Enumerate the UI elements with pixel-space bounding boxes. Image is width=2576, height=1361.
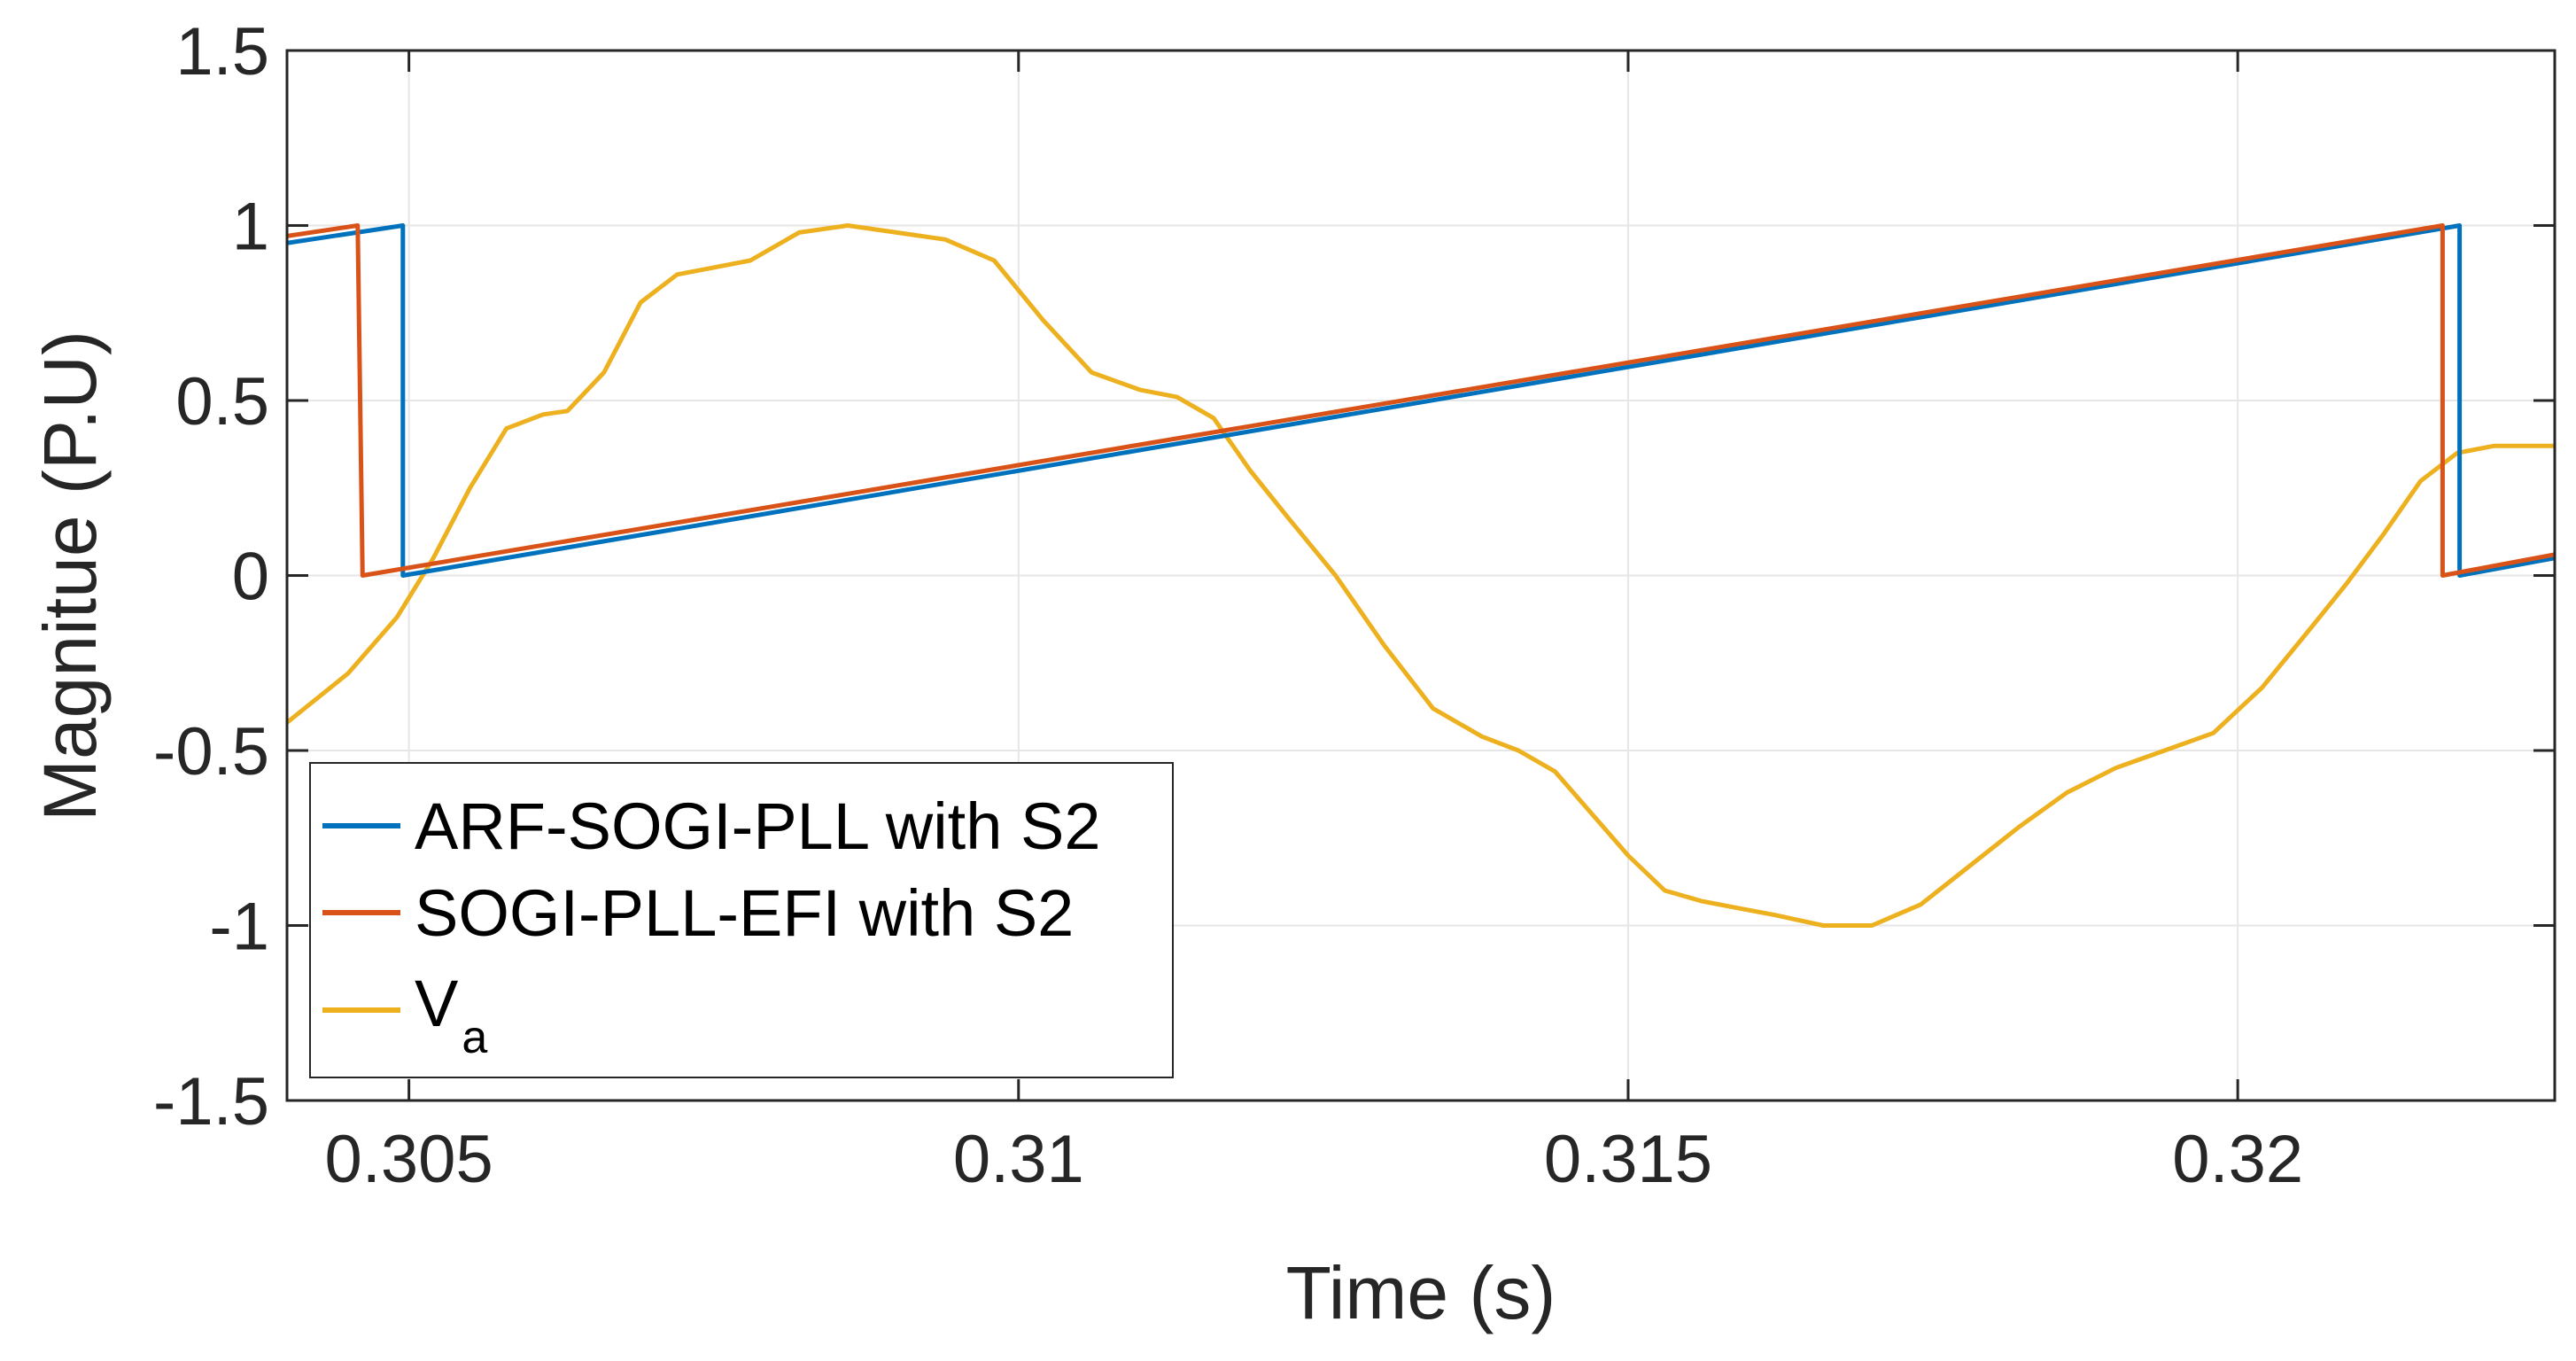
series-line-sogi-pll-efi (287, 223, 2555, 578)
tick-labels: 0.305 0.31 0.315 0.32 1.5 1 0.5 0 -0.5 -1 -1.5 (153, 14, 2303, 1197)
series-line-va (287, 223, 2555, 928)
y-tick-label: 1 (232, 190, 269, 265)
legend-label-va: Va (415, 967, 487, 1063)
legend-box (309, 762, 1174, 1078)
y-tick-label: 0 (232, 540, 269, 615)
y-tick-label: -1 (209, 890, 269, 965)
x-tick-label: 0.32 (2172, 1122, 2303, 1197)
legend-label-va-main: V (415, 967, 459, 1040)
x-tick-label: 0.31 (953, 1122, 1084, 1197)
legend-label-sogi-pll-efi: SOGI-PLL-EFI with S2 (415, 876, 1074, 950)
y-tick-label: -1.5 (153, 1064, 269, 1139)
series-line-arf-sogi-pll (287, 223, 2555, 578)
y-tick-label: 1.5 (175, 14, 269, 89)
legend-label-arf-sogi-pll: ARF-SOGI-PLL with S2 (415, 789, 1100, 863)
y-tick-label: -0.5 (153, 714, 269, 789)
series-layer (287, 223, 2555, 928)
legend: ARF-SOGI-PLL with S2 SOGI-PLL-EFI with S… (309, 762, 1174, 1078)
x-axis-title: Time (s) (1286, 1251, 1556, 1334)
x-tick-label: 0.305 (325, 1122, 493, 1197)
y-axis-title: Magnitue (P.U) (28, 331, 112, 821)
legend-label-va-sub: a (462, 1012, 487, 1063)
y-tick-label: 0.5 (175, 364, 269, 439)
ticks (287, 49, 2555, 1102)
x-tick-label: 0.315 (1544, 1122, 1712, 1197)
